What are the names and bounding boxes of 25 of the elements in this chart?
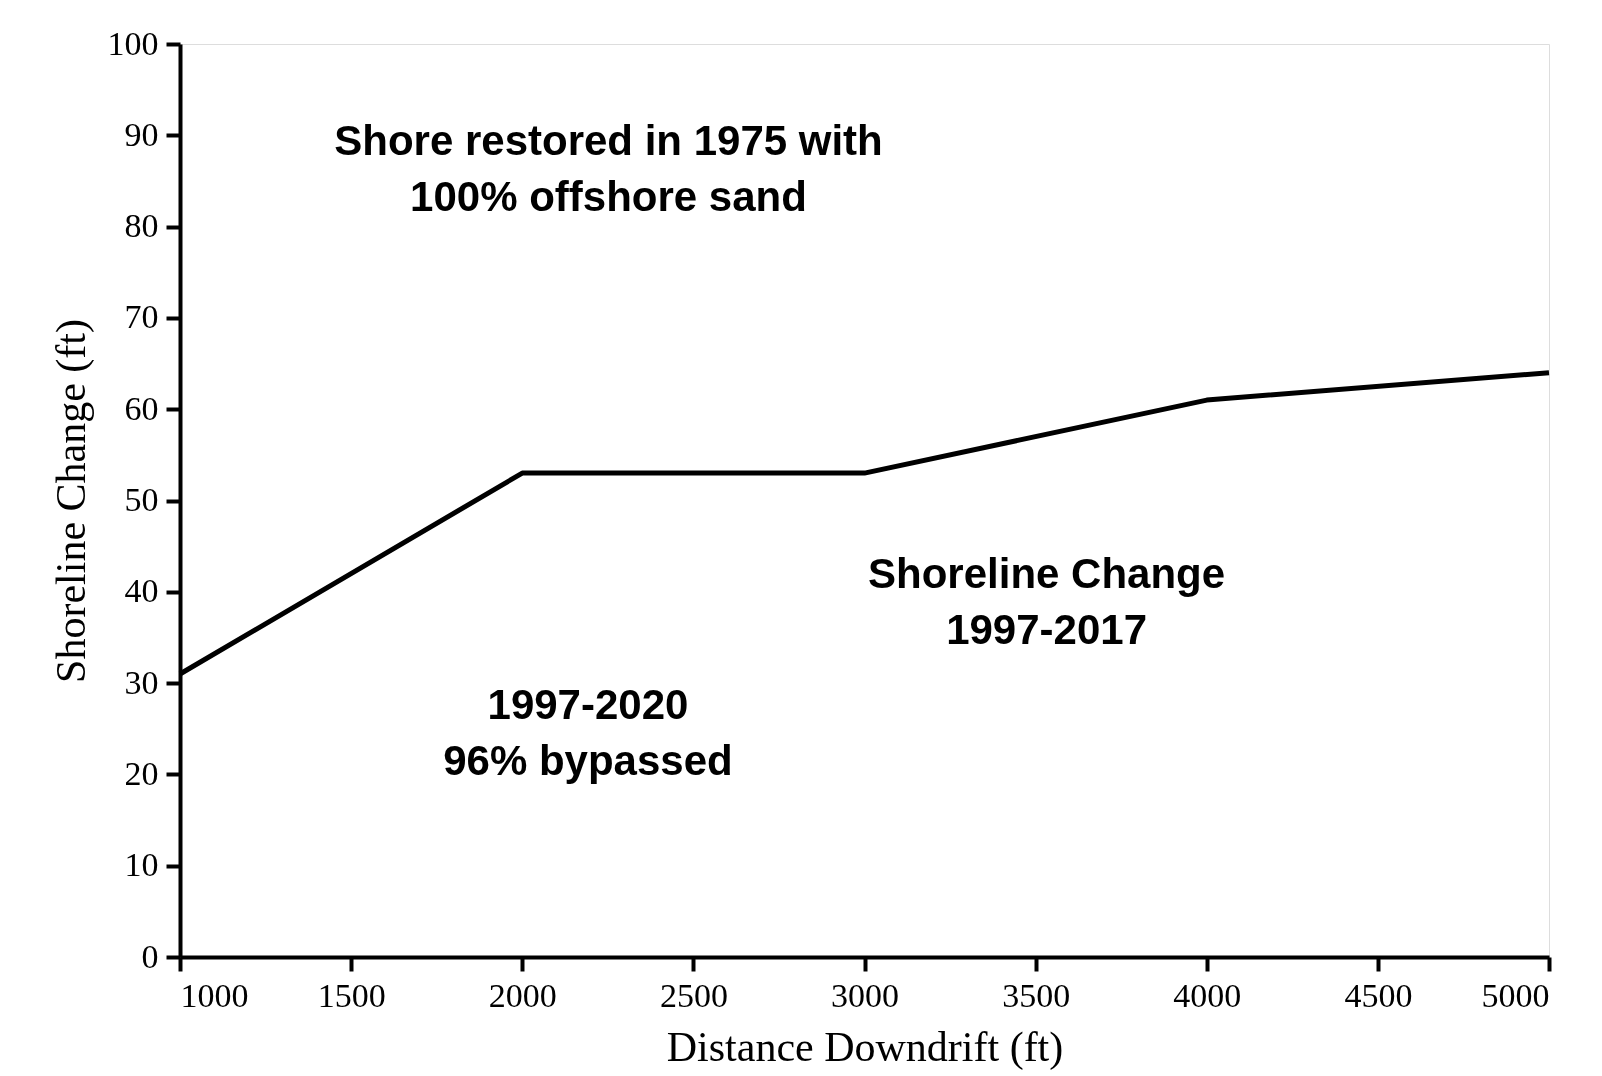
- y-tick-label: 0: [141, 937, 159, 975]
- x-tick-label: 2500: [659, 976, 728, 1014]
- y-axis-title: Shoreline Change (ft): [47, 319, 95, 683]
- y-tick-label: 80: [124, 207, 159, 245]
- y-tick-label: 60: [124, 389, 159, 427]
- x-tick-label: 5000: [1481, 976, 1550, 1014]
- x-axis-title: Distance Downdrift (ft): [666, 1023, 1064, 1071]
- x-tick-label: 3000: [831, 976, 899, 1014]
- annotation: 1997-2020 96% bypassed: [443, 680, 733, 784]
- x-tick-label: 1000: [180, 976, 249, 1014]
- y-tick-label: 100: [107, 24, 159, 62]
- y-tick-label: 10: [124, 846, 159, 884]
- x-tick-label: 4000: [1173, 976, 1242, 1014]
- y-tick-label: 70: [124, 298, 159, 336]
- y-tick-label: 30: [124, 663, 159, 701]
- x-tick-label: 1500: [317, 976, 386, 1014]
- y-tick-label: 20: [124, 754, 159, 792]
- y-tick-label: 40: [124, 572, 159, 610]
- y-tick-label: 50: [124, 481, 159, 518]
- x-tick-label: 3500: [1002, 976, 1071, 1014]
- x-tick-label: 4500: [1344, 976, 1413, 1014]
- x-tick-label: 2000: [488, 976, 557, 1014]
- annotation: Shore restored in 1975 with 100% offshore sand: [334, 116, 883, 220]
- annotation: Shoreline Change 1997-2017: [868, 550, 1226, 654]
- y-tick-label: 90: [124, 115, 159, 153]
